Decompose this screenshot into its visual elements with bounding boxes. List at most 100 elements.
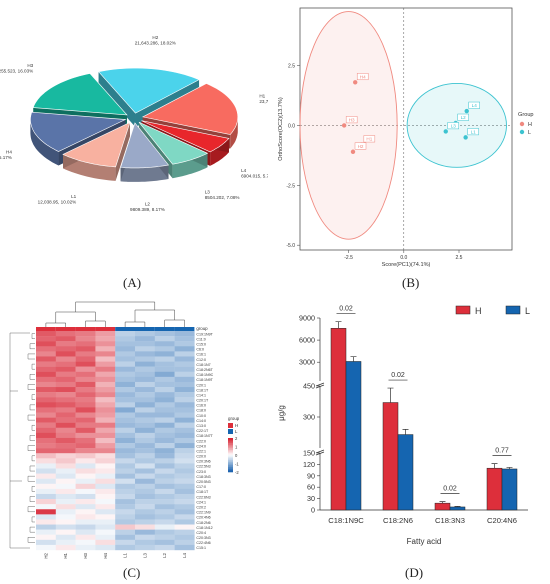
- color-scale-step: [228, 455, 233, 457]
- heatmap-cell: [36, 341, 56, 347]
- heatmap-cell: [75, 519, 96, 525]
- point-label-box-h1: [363, 135, 376, 143]
- row-dendrogram-link: [27, 384, 35, 390]
- heatmap-cell: [36, 519, 56, 525]
- axis-break-mark-0: [315, 449, 325, 456]
- group-bar-l1: [115, 327, 135, 331]
- heatmap-cell: [55, 534, 76, 541]
- heatmap-cell: [174, 407, 195, 413]
- heatmap-cell: [154, 519, 175, 525]
- heatmap-cell: [174, 346, 195, 352]
- heatmap-cell: [36, 371, 56, 378]
- heatmap-cell: [154, 371, 175, 378]
- heatmap-cell: [75, 397, 96, 403]
- row-label: C13:0: [196, 424, 206, 428]
- row-label: C18:3N3: [196, 475, 210, 479]
- row-dendrogram-link: [31, 425, 35, 431]
- heatmap-cell: [154, 443, 175, 449]
- heatmap-cell: [95, 346, 116, 352]
- y-tick-label: 60: [307, 483, 315, 492]
- p-value-label: 0.02: [391, 372, 405, 379]
- heatmap-cell: [135, 534, 155, 541]
- column-label-h3: H3: [83, 552, 88, 558]
- color-scale-step: [228, 451, 233, 454]
- heatmap-cell: [135, 402, 155, 408]
- ellipse-h: [299, 11, 398, 240]
- heatmap-cell: [174, 336, 195, 342]
- heatmap-cell: [115, 341, 136, 347]
- heatmap-cell: [75, 331, 96, 337]
- heatmap-cell: [135, 478, 155, 484]
- heatmap-cell: [36, 331, 56, 337]
- heatmap-cell: [36, 397, 56, 403]
- heatmap-cell: [95, 519, 116, 525]
- row-label: C20:3N6: [196, 460, 210, 464]
- heatmap-cell: [174, 504, 195, 510]
- legend-marker-l: [519, 129, 525, 135]
- heatmap-cell: [36, 453, 56, 459]
- heatmap-cell: [135, 499, 155, 505]
- heatmap-cell: [75, 361, 96, 367]
- row-label: C24:1: [196, 500, 206, 504]
- color-scale-step: [228, 438, 233, 440]
- heatmap-cell: [75, 422, 96, 428]
- heatmap-cell: [36, 463, 56, 469]
- y-tick-label: 3000: [299, 358, 315, 367]
- point-label-l4: L4: [472, 103, 478, 108]
- pie-label-line: L4: [241, 168, 247, 173]
- heatmap-cell: [174, 402, 195, 408]
- x-tick-label-c18-1n9c: C18:1N9C: [328, 516, 364, 525]
- point-l3: [443, 129, 448, 134]
- heatmap-cell: [174, 509, 195, 515]
- heatmap-cell: [75, 458, 96, 464]
- heatmap-cell: [154, 417, 175, 423]
- heatmap-cell: [75, 371, 96, 378]
- heatmap-cell: [115, 488, 136, 495]
- column-label-l4: L4: [182, 552, 187, 557]
- row-dendrogram-link: [31, 455, 35, 462]
- heatmap-cell: [95, 331, 116, 337]
- heatmap-cell: [95, 422, 116, 428]
- x-tick-label-c18-3n3: C18:3N3: [435, 516, 465, 525]
- heatmap-cell: [36, 351, 56, 357]
- heatmap-cell: [154, 422, 175, 428]
- heatmap-cell: [135, 473, 155, 479]
- heatmap-cell: [135, 427, 155, 434]
- row-label: C16:1: [196, 353, 206, 357]
- heatmap-cell: [174, 387, 195, 393]
- heatmap-cell: [55, 473, 76, 479]
- heatmap-cell: [135, 376, 155, 383]
- heatmap-cell: [55, 493, 76, 500]
- heatmap-cell: [55, 407, 76, 413]
- heatmap-cell: [115, 422, 136, 428]
- heatmap-cell: [36, 458, 56, 464]
- heatmap-cell: [55, 483, 76, 490]
- row-label: C20:0: [196, 455, 206, 459]
- heatmap-cell: [36, 346, 56, 352]
- heatmap-cell: [55, 468, 76, 474]
- y-tick-label: 30: [307, 494, 315, 503]
- y-tick-label: 120: [303, 460, 315, 469]
- heatmap-cell: [55, 402, 76, 408]
- heatmap-cell: [36, 356, 56, 362]
- row-dendrogram-link: [29, 404, 35, 411]
- bar-l-c18-1n9c: [345, 361, 362, 511]
- bar-h-c18-2n6: [382, 402, 399, 511]
- bar-h-c18-3n3: [434, 502, 451, 511]
- pie-label-line: L3: [205, 189, 211, 194]
- heatmap-cell: [115, 478, 136, 484]
- group-bar-h3: [75, 327, 96, 331]
- heatmap-cell: [115, 544, 136, 551]
- x-tick-label: -2.5: [344, 255, 353, 261]
- heatmap-cell: [36, 534, 56, 541]
- heatmap-cell: [55, 437, 76, 444]
- heatmap-cell: [135, 544, 155, 551]
- point-label-box-l1: [467, 128, 479, 136]
- row-dendrogram-link: [27, 353, 35, 360]
- heatmap-cell: [36, 478, 56, 484]
- heatmap-cell: [75, 524, 96, 530]
- heatmap-cell: [95, 407, 116, 413]
- heatmap-cell: [36, 381, 56, 388]
- heatmap-cell: [55, 412, 76, 418]
- heatmap-cell: [75, 499, 96, 505]
